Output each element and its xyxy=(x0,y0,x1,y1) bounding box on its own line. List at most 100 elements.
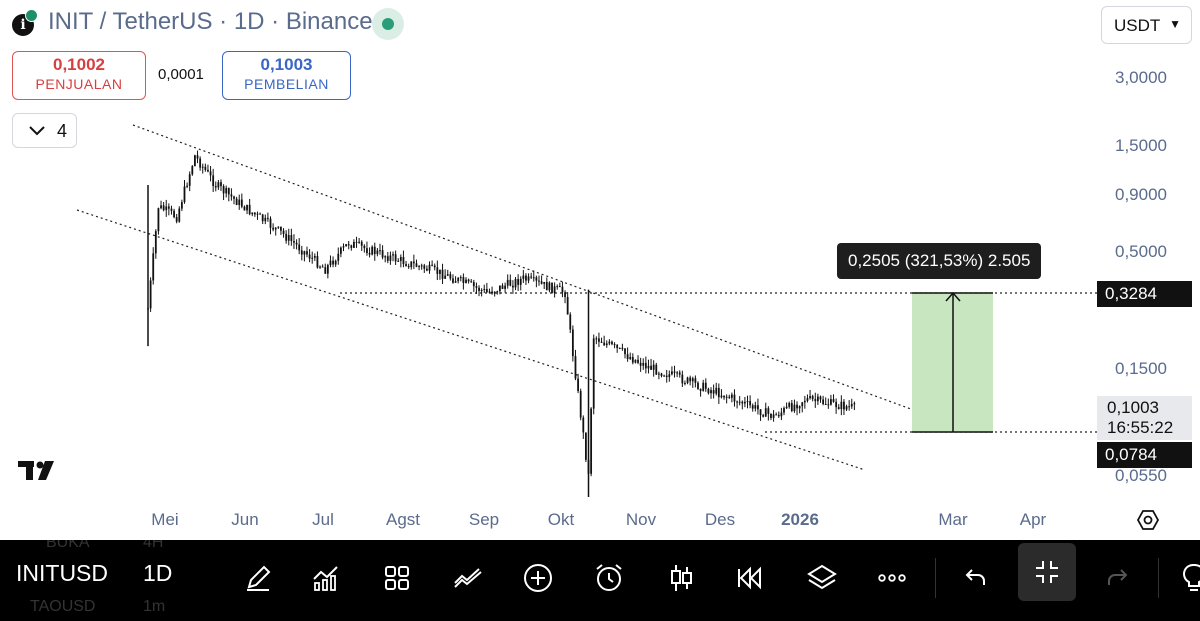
alert-button[interactable] xyxy=(587,556,631,600)
candle-body xyxy=(452,278,454,283)
candle-body xyxy=(225,188,228,194)
candle-body xyxy=(329,260,332,266)
candle-body xyxy=(251,212,254,215)
candle-body xyxy=(418,266,420,268)
candle-body xyxy=(441,269,444,279)
candle-body xyxy=(684,382,686,384)
candle-body xyxy=(501,285,504,289)
candle-body xyxy=(334,260,337,265)
candle-body xyxy=(454,281,457,283)
candle-body xyxy=(472,282,475,287)
layout-button[interactable] xyxy=(375,556,419,600)
redo-button[interactable] xyxy=(1096,556,1140,600)
candle-body xyxy=(574,356,577,379)
info-icon[interactable]: i xyxy=(12,9,38,36)
measure-tooltip: 0,2505 (321,53%) 2.505 xyxy=(837,243,1042,279)
chart-settings-icon[interactable] xyxy=(1136,508,1160,532)
tradingview-logo[interactable] xyxy=(18,456,64,490)
chart-area[interactable]: i INIT / TetherUS · 1D · Binance USDT ▼ … xyxy=(0,0,1200,540)
candle-body xyxy=(595,338,598,340)
more-button[interactable] xyxy=(870,556,914,600)
fullscreen-exit-icon xyxy=(1036,561,1058,583)
candle-body xyxy=(712,390,715,394)
price-axis-label: 0,5000 xyxy=(1115,242,1167,261)
candle-body xyxy=(326,265,329,274)
indicators-toggle[interactable]: 4 xyxy=(12,113,77,148)
candle-body xyxy=(180,202,183,209)
market-open-badge xyxy=(25,9,38,22)
candle-body xyxy=(230,194,233,197)
candle-body xyxy=(285,233,288,241)
bottom-toolbar: BUKA 4H INITUSD 1D TAOUSD 1m xyxy=(0,540,1200,621)
candle-body xyxy=(598,338,600,342)
candle-body xyxy=(540,281,543,284)
interval-selector[interactable]: 1D xyxy=(143,560,173,586)
candle-body xyxy=(655,364,658,375)
candle-body xyxy=(306,251,308,255)
ideas-button[interactable] xyxy=(1172,556,1200,600)
replay-button[interactable] xyxy=(728,556,772,600)
candle-body xyxy=(657,373,660,375)
compare-button[interactable] xyxy=(446,556,490,600)
layers-button[interactable] xyxy=(800,556,844,600)
add-button[interactable] xyxy=(516,556,560,600)
buy-price: 0,1003 xyxy=(260,55,313,74)
candle-body xyxy=(269,218,272,228)
chart-type-button[interactable] xyxy=(659,556,703,600)
candle-body xyxy=(556,286,559,288)
drawing-pen-button[interactable] xyxy=(236,556,280,600)
candle-body xyxy=(652,364,655,370)
candle-body xyxy=(175,217,178,222)
candle-body xyxy=(728,396,731,398)
price-chart[interactable] xyxy=(0,0,1200,540)
candle-body xyxy=(235,198,238,205)
symbol-title[interactable]: INIT / TetherUS · 1D · Binance xyxy=(48,8,373,35)
indicators-button[interactable] xyxy=(304,556,348,600)
candle-body xyxy=(592,338,595,409)
candle-body xyxy=(566,297,569,315)
candle-body xyxy=(564,292,566,298)
sell-button[interactable]: 0,1002 PENJUALAN xyxy=(12,51,146,100)
candle-body xyxy=(822,399,824,404)
candle-body xyxy=(376,250,379,255)
candle-body xyxy=(446,274,449,276)
price-axis-label: 0,9000 xyxy=(1115,185,1167,204)
candle-body xyxy=(360,241,363,246)
candle-body xyxy=(621,347,624,349)
fullscreen-exit-button[interactable] xyxy=(1018,543,1076,601)
candle-body xyxy=(603,342,606,346)
candle-body xyxy=(347,244,350,246)
candle-body xyxy=(738,401,741,403)
time-axis-label: 2026 xyxy=(781,510,819,529)
candle-body xyxy=(514,279,517,288)
candle-body xyxy=(389,255,392,261)
buy-button[interactable]: 0,1003 PEMBELIAN xyxy=(222,51,351,100)
candle-body xyxy=(457,277,460,282)
symbol-selector[interactable]: INITUSD xyxy=(16,560,108,586)
candle-body xyxy=(222,186,225,194)
candle-body xyxy=(816,396,819,402)
redo-icon xyxy=(1108,569,1128,585)
candle-body xyxy=(397,260,400,262)
channel-upper-line[interactable] xyxy=(132,124,931,417)
candle-body xyxy=(710,390,712,394)
currency-select[interactable]: USDT ▼ xyxy=(1101,6,1192,44)
candle-body xyxy=(212,175,215,186)
candle-body xyxy=(423,265,426,269)
candle-body xyxy=(715,387,718,394)
candle-body xyxy=(308,254,311,259)
undo-button[interactable] xyxy=(953,556,997,600)
time-axis-label: Okt xyxy=(547,510,575,529)
channel-lower-line[interactable] xyxy=(76,209,866,471)
candle-body xyxy=(691,378,694,382)
alert-icon xyxy=(596,564,622,591)
candle-body xyxy=(363,245,366,249)
candle-body xyxy=(298,244,301,251)
chevron-down-icon xyxy=(27,120,47,145)
candle-body xyxy=(170,208,173,211)
layers-icon xyxy=(807,564,837,590)
candle-body xyxy=(381,250,384,258)
market-status-icon[interactable] xyxy=(372,8,404,40)
candle-body xyxy=(178,208,181,222)
candle-body xyxy=(613,344,616,346)
